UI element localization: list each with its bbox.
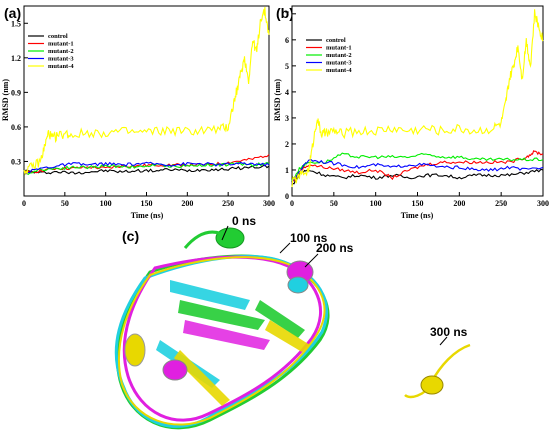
chart-a-xlabel: Time (ns) — [131, 211, 164, 220]
annotation-200ns: 200 ns — [316, 241, 354, 255]
chart-b-ylabel: RMSD (nm) — [273, 79, 282, 121]
chart-a-legend-label: mutant-1 — [48, 41, 74, 48]
panel-label-c: (c) — [122, 228, 139, 244]
chart-a-xtick-label: 200 — [181, 199, 193, 208]
annotation-0ns: 0 ns — [232, 214, 256, 228]
chart-b-ytick-label: 2 — [285, 140, 289, 149]
chart-a-series-mutant-3 — [23, 161, 270, 175]
chart-a-series-group — [23, 6, 270, 176]
chart-b-legend-label: control — [326, 37, 346, 44]
chart-a-legend-label: mutant-2 — [48, 48, 74, 55]
chart-a-series-mutant-4 — [23, 6, 270, 176]
chart-a-ytick-label: 0.9 — [11, 88, 21, 97]
chart-b-ytick-label: 3 — [285, 114, 289, 123]
chart-a-ytick-label: 0.6 — [11, 123, 21, 132]
panel-label-a: (a) — [4, 5, 21, 21]
chart-b-series-mutant-3 — [291, 158, 544, 185]
chart-b-legend-label: mutant-4 — [326, 67, 352, 74]
chart-a-xtick-label: 100 — [100, 199, 112, 208]
chart-a-ytick-label: 0.3 — [11, 157, 21, 166]
chart-b-xlabel: Time (ns) — [401, 211, 434, 220]
chart-b-series-group — [291, 9, 544, 188]
structure-ribbon-300ns — [118, 256, 326, 426]
helix-left — [124, 333, 146, 367]
chart-b-ytick-label: 6 — [285, 36, 289, 45]
chart-b-xtick-label: 300 — [537, 199, 549, 208]
chart-b-ytick-label: 4 — [285, 88, 289, 97]
annotation-100ns: 100 ns — [290, 231, 328, 245]
chart-a-legend-label: mutant-4 — [48, 63, 74, 70]
chart-a-frame — [23, 5, 270, 197]
chart-a-ylabel: RMSD (nm) — [1, 79, 10, 121]
chart-a-ytick-label: 1.5 — [11, 19, 21, 28]
chart-a-xtick-label: 300 — [263, 199, 275, 208]
beta-sheet-cluster — [156, 280, 310, 406]
chart-a-xtick-label: 250 — [222, 199, 234, 208]
structure-ribbon-200ns — [122, 255, 323, 422]
chart-b-xtick-label: 50 — [330, 199, 338, 208]
chart-a-legend-label: control — [48, 33, 68, 40]
protein-superposition: 0 ns 100 ns 200 ns 300 ns — [114, 214, 471, 430]
helix-300ns — [420, 375, 444, 395]
chart-a-ticks: 0 50 100 150 200 250 300 0.3 0.6 0.9 1.2 1.5 — [11, 19, 275, 208]
chart-a-xtick-label: 50 — [61, 199, 69, 208]
annotation-300ns: 300 ns — [430, 325, 468, 339]
chart-b-xtick-label: 0 — [290, 199, 294, 208]
chart-a-series-mutant-2 — [23, 161, 270, 176]
chart-b-ytick-label: 0 — [285, 192, 289, 201]
helix-center — [162, 359, 188, 381]
chart-b-ticks: 0 50 100 150 200 250 300 0 1 2 3 4 5 6 7 — [285, 10, 549, 208]
chart-b-xtick-label: 200 — [453, 199, 465, 208]
chart-b-xtick-label: 250 — [495, 199, 507, 208]
chart-b-xtick-label: 150 — [412, 199, 424, 208]
chart-b-xtick-label: 100 — [370, 199, 382, 208]
chart-a-xtick-label: 150 — [141, 199, 153, 208]
chart-b-ytick-label: 7 — [285, 10, 289, 19]
chart-b-legend-label: mutant-3 — [326, 60, 352, 67]
chart-b-series-mutant-1 — [291, 150, 544, 184]
chart-a-ytick-label: 1.2 — [11, 54, 21, 63]
panel-label-b: (b) — [276, 5, 294, 21]
chart-a-legend-label: mutant-3 — [48, 56, 74, 63]
chart-b-series-control — [291, 168, 544, 186]
chart-b-rmsd: 0 50 100 150 200 250 300 0 1 2 3 4 5 6 7 Time (ns) RMS… — [273, 5, 549, 220]
helix-right-cyan — [287, 276, 309, 294]
chart-b-legend-label: mutant-2 — [326, 52, 352, 59]
chart-a-series-control — [23, 164, 270, 175]
chart-b-ytick-label: 5 — [285, 62, 289, 71]
chart-a-xtick-label: 0 — [22, 199, 26, 208]
chart-b-legend-label: mutant-1 — [326, 45, 352, 52]
chart-b-ytick-label: 1 — [285, 166, 289, 175]
chart-a-rmsd: 0 50 100 150 200 250 300 0.3 0.6 0.9 1.2 1.5 Time (… — [1, 5, 275, 220]
chart-b-series-mutant-4 — [291, 9, 544, 188]
